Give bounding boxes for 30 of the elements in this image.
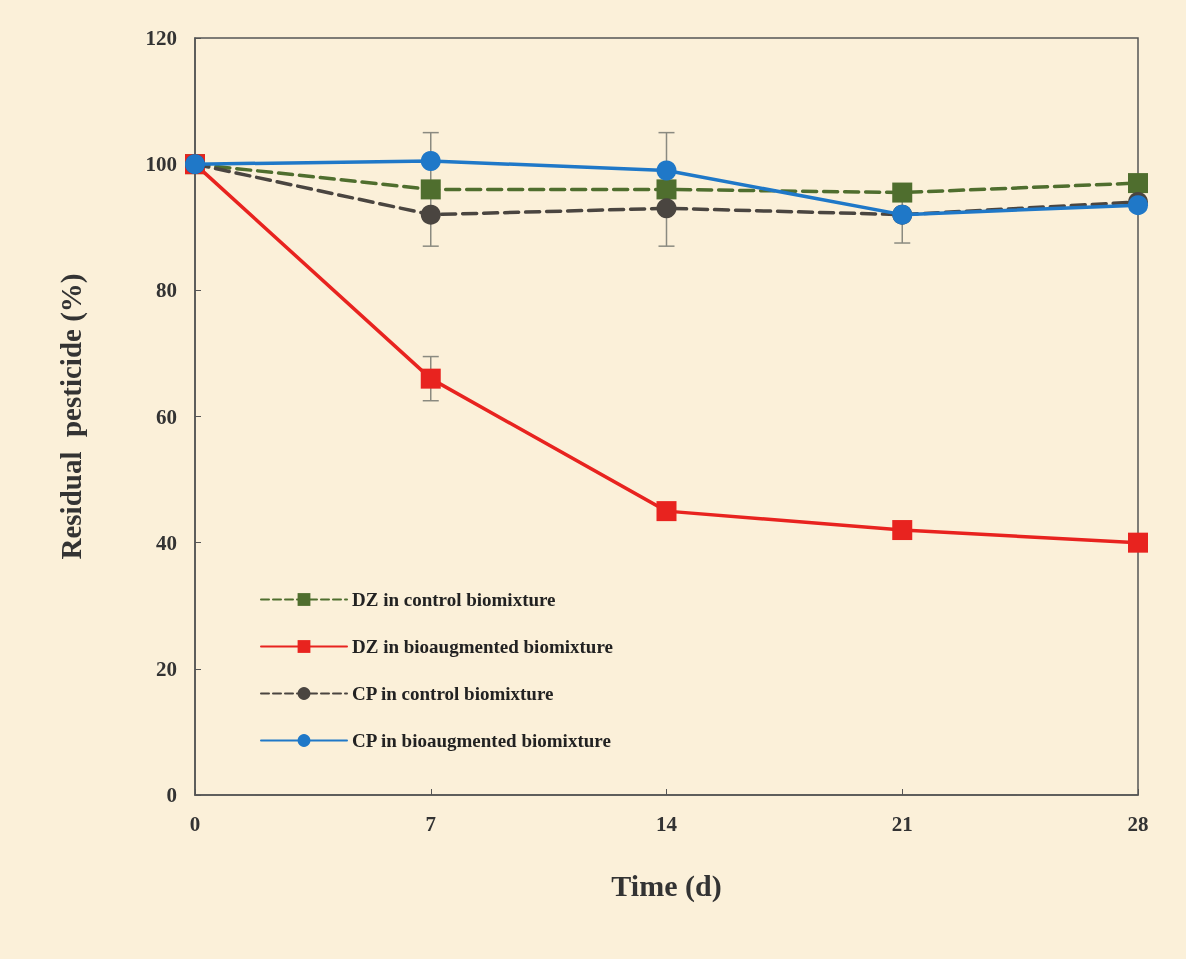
y-tick-label: 20 bbox=[156, 656, 177, 681]
point bbox=[892, 182, 913, 203]
point bbox=[1128, 532, 1148, 553]
y-tick-label: 80 bbox=[156, 278, 177, 303]
legend-label: DZ in control biomixture bbox=[352, 589, 556, 610]
point bbox=[420, 368, 441, 389]
point bbox=[892, 520, 913, 541]
y-tick-label: 100 bbox=[145, 152, 177, 177]
x-tick-label: 7 bbox=[425, 811, 436, 836]
point bbox=[420, 151, 441, 172]
y-tick-label: 0 bbox=[166, 783, 177, 807]
point bbox=[420, 179, 441, 200]
y-tick-label: 60 bbox=[156, 404, 177, 429]
legend-label: CP in control biomixture bbox=[352, 683, 554, 704]
point bbox=[656, 179, 677, 200]
point bbox=[656, 160, 677, 181]
x-tick-label: 21 bbox=[891, 811, 913, 836]
x-tick-label: 14 bbox=[656, 811, 678, 836]
x-tick-label: 28 bbox=[1127, 811, 1149, 836]
legend-label: DZ in bioaugmented biomixture bbox=[352, 636, 613, 657]
point bbox=[656, 501, 677, 522]
legend-label: CP in bioaugmented biomixture bbox=[352, 730, 611, 751]
point bbox=[656, 198, 677, 219]
point bbox=[420, 204, 441, 225]
x-tick-label: 0 bbox=[189, 811, 201, 836]
y-tick-label: 120 bbox=[145, 26, 177, 50]
y-tick-label: 40 bbox=[156, 530, 177, 555]
y-axis-title: Residual pesticide (%) bbox=[54, 273, 88, 560]
point bbox=[1128, 173, 1148, 194]
x-axis-title: Time (d) bbox=[611, 868, 722, 903]
